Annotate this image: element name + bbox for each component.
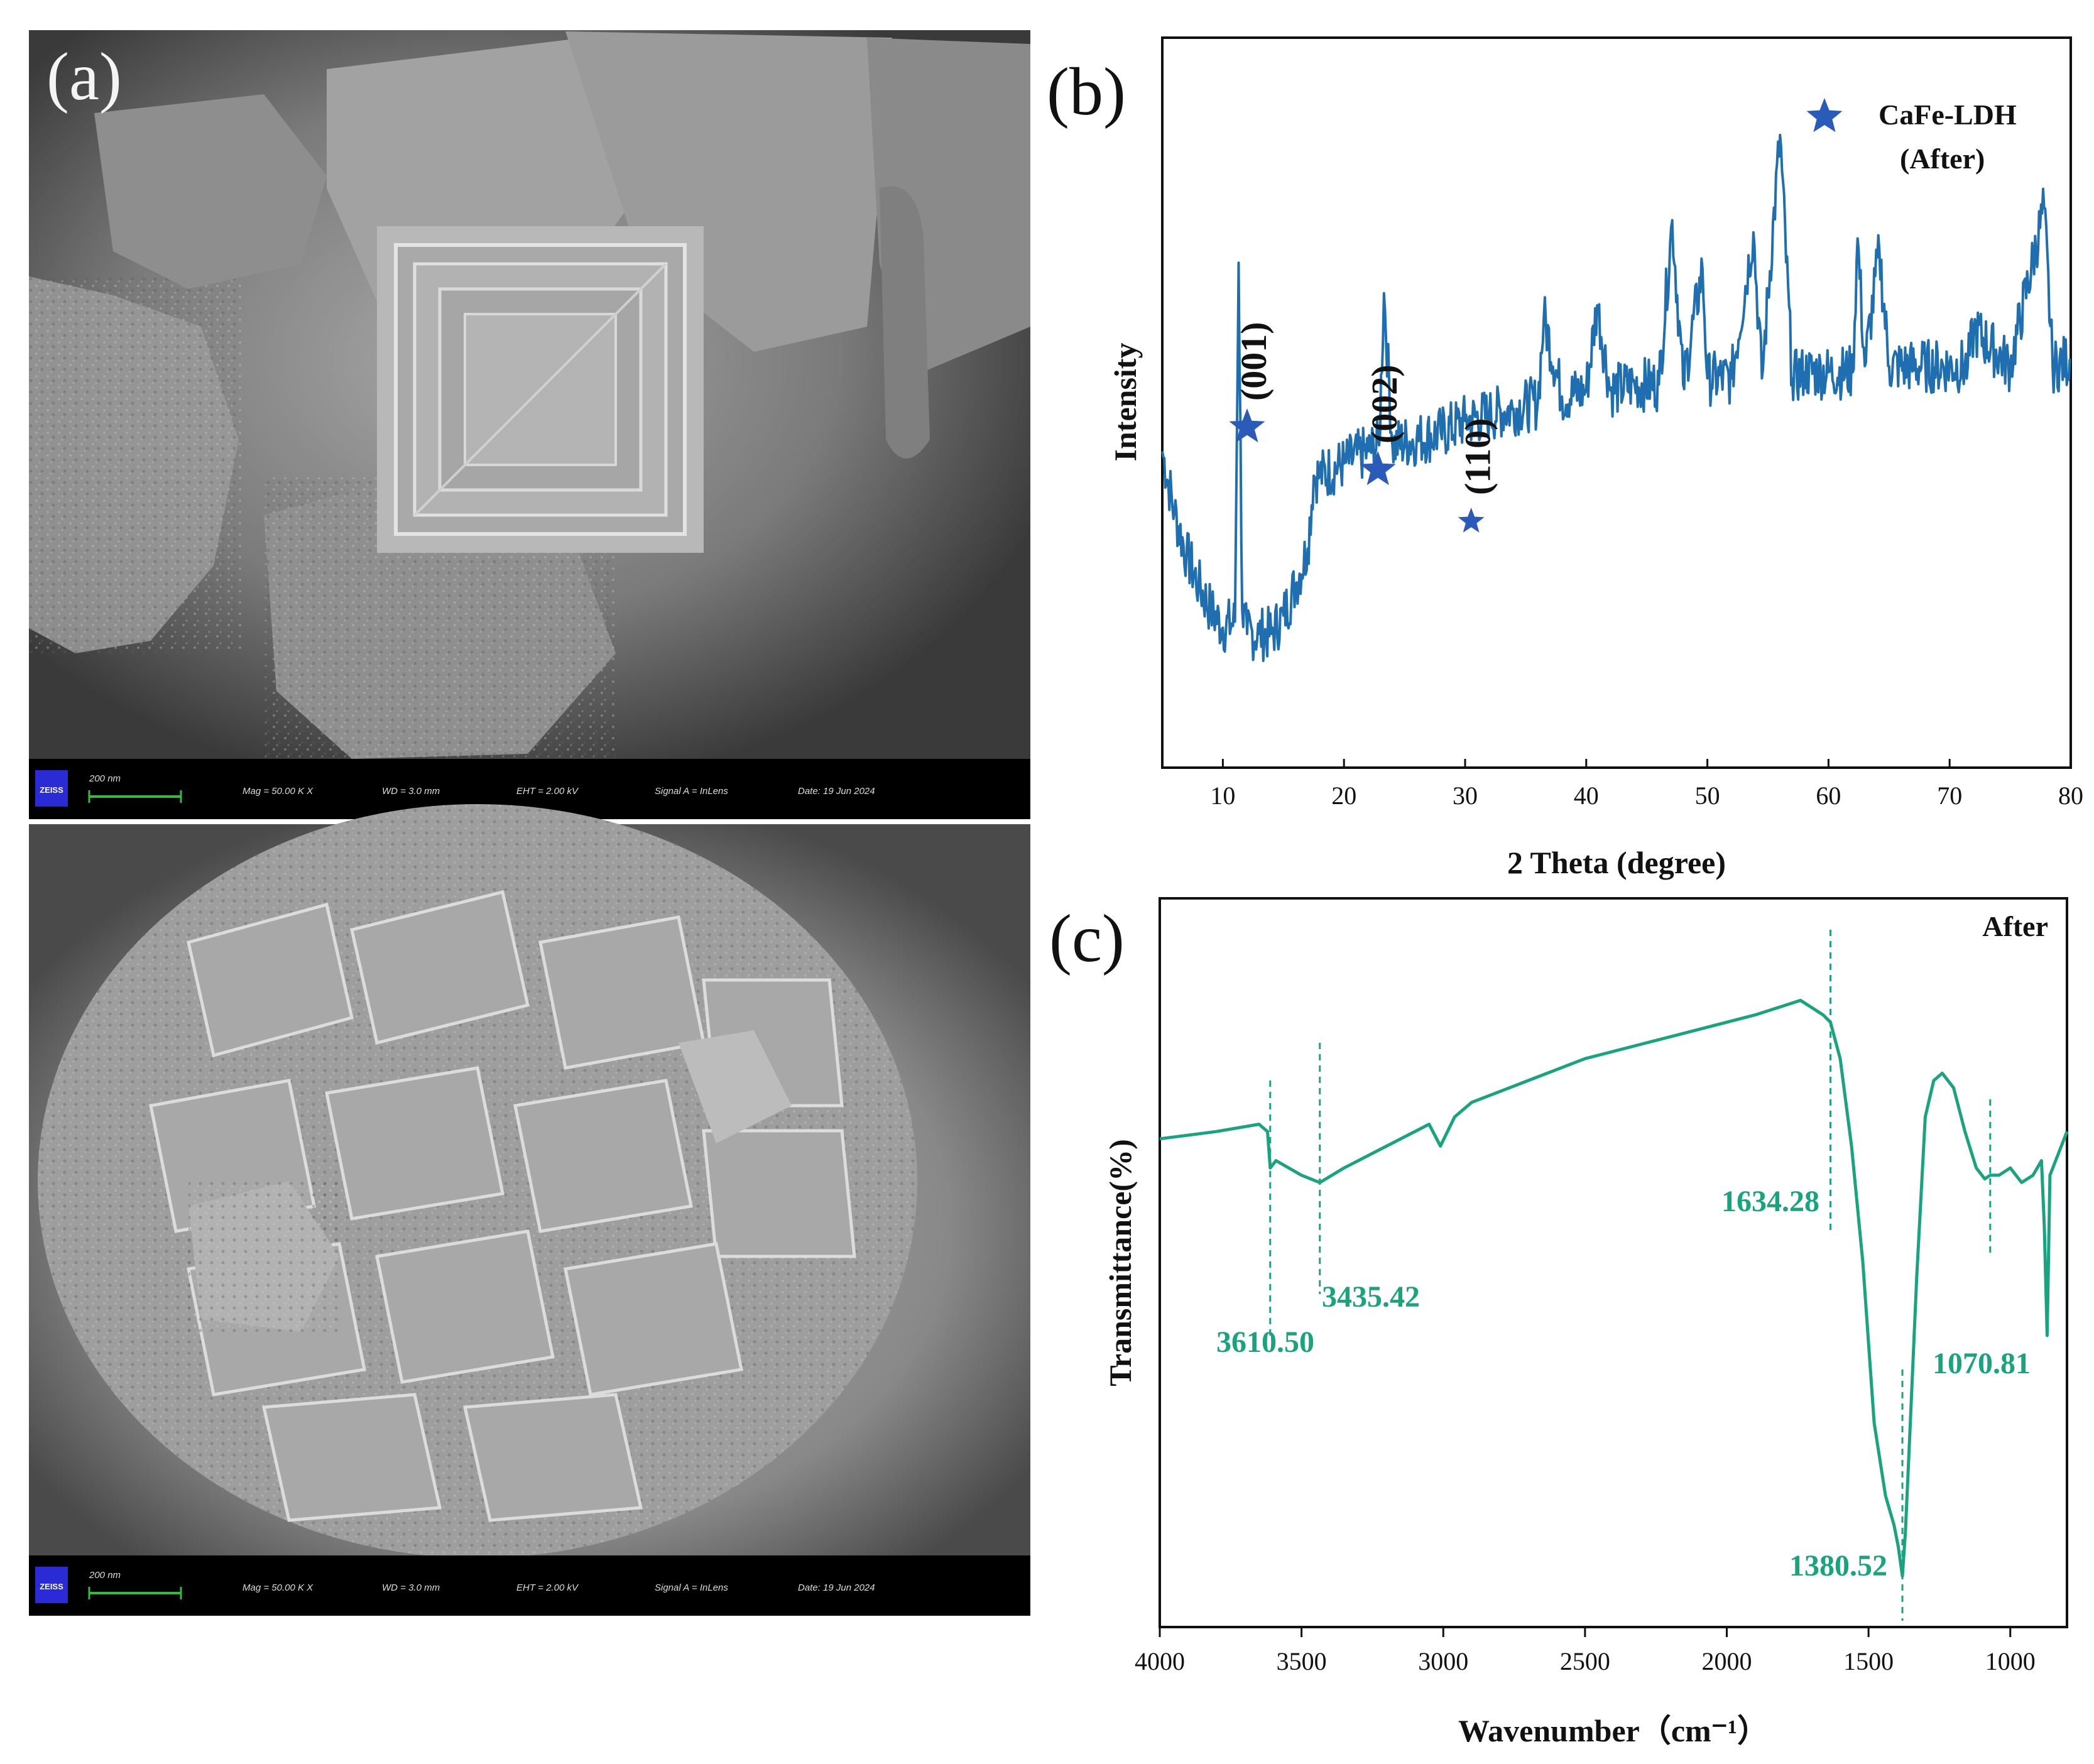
xrd-peak-label: (002) [1364, 364, 1405, 444]
xrd-x-tick-label: 10 [1210, 781, 1235, 810]
panel-label-c: (c) [1049, 901, 1125, 976]
star-icon [1806, 98, 1843, 133]
ftir-y-axis-title: Transmittance(%) [1103, 1139, 1138, 1386]
ftir-x-tick-label: 2000 [1702, 1647, 1752, 1675]
sem-wd: WD = 3.0 mm [382, 1582, 440, 1593]
ftir-x-axis: 4000 3500 3000 2500 2000 1500 1000 [1135, 1627, 2036, 1675]
sem-eht: EHT = 2.00 kV [516, 786, 579, 797]
xrd-x-tick-label: 50 [1695, 781, 1720, 810]
ftir-x-tick-label: 4000 [1135, 1647, 1185, 1675]
sem-date: Date: 19 Jun 2024 [798, 1582, 875, 1593]
xrd-x-tick-label: 70 [1937, 781, 1962, 810]
ftir-chart: (c) After 4000 3500 3000 2500 2000 1500 1000 W… [1049, 897, 2069, 1748]
ftir-series-line [1159, 998, 2069, 1578]
sem-signal: Signal A = InLens [655, 786, 728, 797]
star-icon [1458, 508, 1485, 533]
sem-eht: EHT = 2.00 kV [516, 1582, 579, 1593]
sem-mag: Mag = 50.00 K X [243, 786, 314, 797]
scale-bar-label: 200 nm [89, 1570, 121, 1581]
xrd-plot-frame [1161, 36, 2072, 769]
scale-bar-label: 200 nm [89, 773, 121, 784]
xrd-x-tick-label: 80 [2058, 781, 2083, 810]
sem-image-bottom [29, 804, 1030, 1558]
star-icon [1229, 408, 1265, 443]
sem-info-bar-bottom: ZEISS 200 nm Mag = 50.00 K X WD = 3.0 mm… [29, 1555, 1030, 1616]
sem-image-top [29, 30, 1030, 759]
xrd-peak-label: (001) [1233, 322, 1274, 401]
xrd-peak-annotations: (001) (002) (110) [1229, 322, 1498, 533]
xrd-chart: (b) 10 20 30 40 50 60 70 80 2 Theta (degree) In… [1047, 36, 2083, 880]
xrd-legend: CaFe-LDH (After) [1806, 98, 2017, 175]
ftir-peak-label: 3435.42 [1322, 1280, 1420, 1314]
ftir-peak-label: 1070.81 [1933, 1347, 2031, 1380]
xrd-x-tick-label: 30 [1453, 781, 1478, 810]
xrd-legend-line-1: CaFe-LDH [1879, 99, 2017, 131]
xrd-legend-line-2: (After) [1900, 143, 1985, 175]
ftir-peak-label: 1634.28 [1721, 1185, 1819, 1218]
sem-signal: Signal A = InLens [655, 1582, 728, 1593]
ftir-x-tick-label: 3500 [1277, 1647, 1327, 1675]
xrd-x-tick-label: 40 [1574, 781, 1599, 810]
ftir-peak-label: 1380.52 [1789, 1549, 1887, 1582]
xrd-x-axis-title: 2 Theta (degree) [1507, 845, 1726, 880]
sem-crystal [377, 226, 704, 553]
ftir-after-label: After [1982, 910, 2048, 942]
xrd-series-line [1161, 133, 2071, 662]
xrd-x-axis: 10 20 30 40 50 60 70 80 [1210, 759, 2083, 810]
ftir-x-tick-label: 1500 [1843, 1647, 1894, 1675]
star-icon [1360, 451, 1396, 486]
ftir-plot-frame [1159, 897, 2068, 1628]
ftir-x-tick-label: 1000 [1985, 1647, 2036, 1675]
ftir-peak-label: 3610.50 [1216, 1326, 1314, 1359]
panel-label-b: (b) [1047, 55, 1126, 129]
sem-date: Date: 19 Jun 2024 [798, 786, 875, 797]
ftir-reference-lines [1269, 930, 1992, 1621]
zeiss-logo-icon [35, 1567, 68, 1603]
zeiss-logo-text: ZEISS [40, 785, 63, 795]
sem-mag: Mag = 50.00 K X [243, 1582, 314, 1593]
ftir-x-tick-label: 3000 [1418, 1647, 1468, 1675]
xrd-x-tick-label: 20 [1331, 781, 1356, 810]
zeiss-logo-icon [35, 770, 68, 807]
zeiss-logo-text: ZEISS [40, 1582, 63, 1591]
xrd-y-axis-title: Intensity [1108, 343, 1143, 462]
xrd-x-tick-label: 60 [1816, 781, 1841, 810]
panel-label-a: (a) [46, 40, 122, 114]
sem-wd: WD = 3.0 mm [382, 786, 440, 797]
ftir-x-tick-label: 2500 [1560, 1647, 1610, 1675]
xrd-peak-label: (110) [1458, 418, 1498, 495]
ftir-x-axis-title: Wavenumber（cm⁻¹） [1458, 1713, 1769, 1748]
